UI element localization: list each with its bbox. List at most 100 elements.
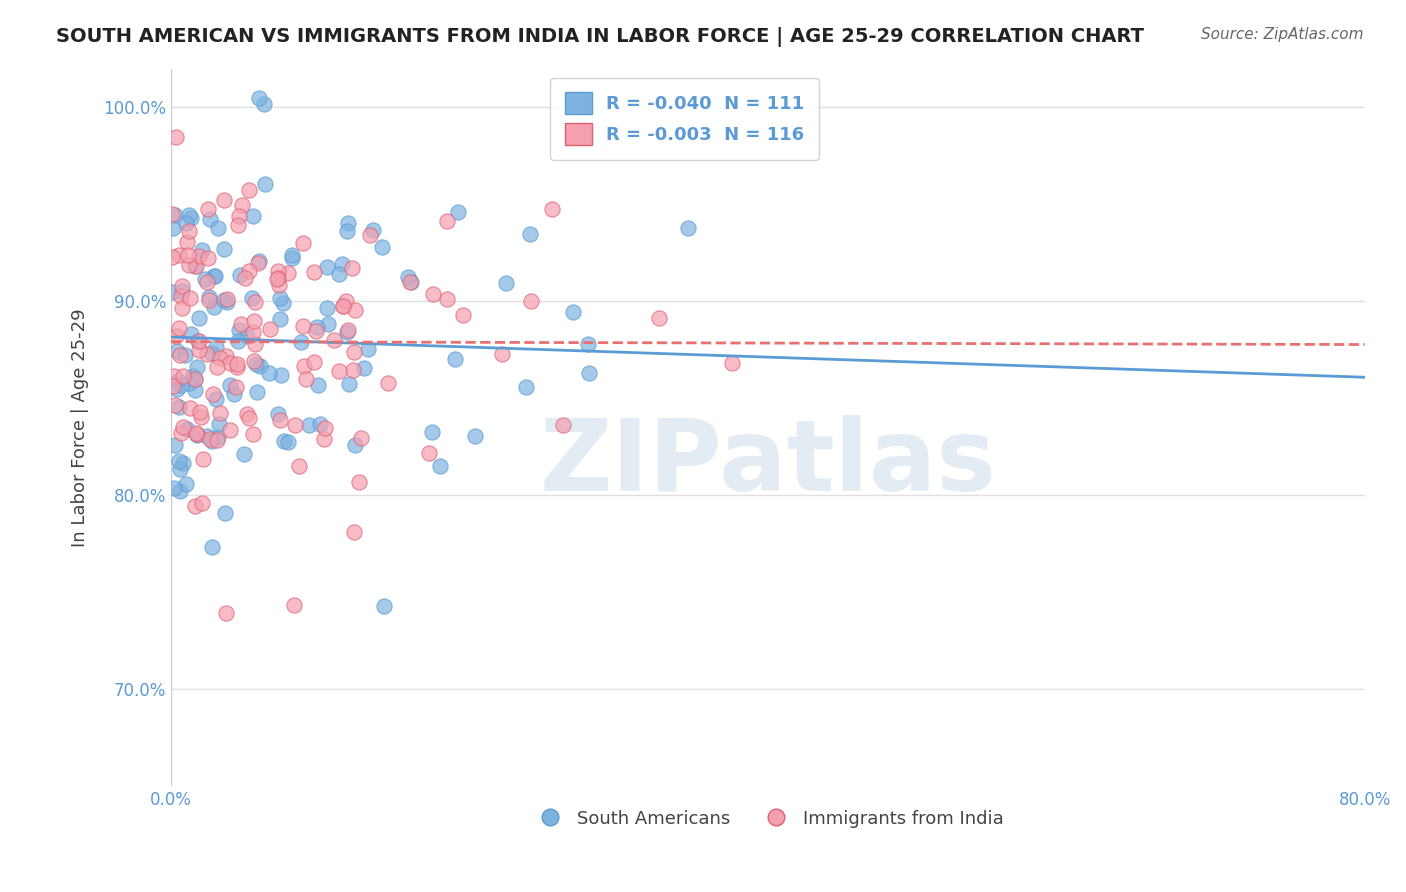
Immigrants from India [347, 475, 370, 489]
South Americans [180, 327, 202, 342]
South Americans [242, 209, 264, 223]
South Americans [578, 367, 600, 381]
Immigrants from India [314, 421, 336, 435]
Immigrants from India [243, 314, 266, 328]
Immigrants from India [188, 405, 211, 419]
South Americans [420, 425, 443, 439]
Immigrants from India [231, 198, 253, 212]
South Americans [315, 260, 337, 274]
South Americans [201, 345, 224, 359]
South Americans [330, 257, 353, 271]
Immigrants from India [169, 321, 191, 335]
South Americans [212, 293, 235, 307]
Immigrants from India [422, 286, 444, 301]
South Americans [184, 372, 207, 386]
Immigrants from India [335, 293, 357, 308]
South Americans [373, 599, 395, 613]
South Americans [202, 300, 225, 314]
South Americans [290, 334, 312, 349]
Immigrants from India [242, 326, 264, 340]
Immigrants from India [328, 364, 350, 378]
Immigrants from India [197, 251, 219, 265]
Immigrants from India [170, 278, 193, 293]
South Americans [201, 540, 224, 554]
South Americans [270, 368, 292, 382]
Immigrants from India [294, 371, 316, 385]
Immigrants from India [184, 425, 207, 440]
Immigrants from India [190, 410, 212, 425]
South Americans [165, 208, 187, 222]
Immigrants from India [491, 347, 513, 361]
Immigrants from India [292, 359, 315, 374]
Immigrants from India [267, 263, 290, 277]
South Americans [316, 317, 339, 331]
Immigrants from India [219, 423, 242, 437]
Immigrants from India [238, 263, 260, 277]
Immigrants from India [266, 272, 288, 286]
South Americans [246, 385, 269, 400]
Immigrants from India [225, 359, 247, 374]
Immigrants from India [292, 318, 315, 333]
Immigrants from India [165, 398, 187, 412]
South Americans [172, 456, 194, 470]
Immigrants from India [191, 496, 214, 510]
Immigrants from India [269, 412, 291, 426]
South Americans [297, 417, 319, 432]
South Americans [214, 506, 236, 520]
Immigrants from India [343, 303, 366, 318]
South Americans [519, 227, 541, 241]
South Americans [180, 211, 202, 226]
South Americans [212, 242, 235, 256]
Immigrants from India [162, 379, 184, 393]
Immigrants from India [377, 376, 399, 390]
Immigrants from India [205, 433, 228, 447]
South Americans [576, 337, 599, 351]
Immigrants from India [172, 301, 194, 315]
South Americans [202, 269, 225, 284]
Text: ZIPatlas: ZIPatlas [540, 415, 997, 512]
Immigrants from India [219, 356, 242, 370]
Legend: South Americans, Immigrants from India: South Americans, Immigrants from India [524, 803, 1011, 835]
Immigrants from India [453, 308, 475, 322]
Immigrants from India [202, 387, 225, 401]
Immigrants from India [188, 249, 211, 263]
South Americans [678, 221, 700, 235]
South Americans [207, 430, 229, 444]
Immigrants from India [283, 598, 305, 612]
Immigrants from India [242, 353, 264, 368]
Immigrants from India [188, 343, 211, 357]
Immigrants from India [284, 417, 307, 432]
South Americans [200, 211, 222, 226]
Immigrants from India [399, 275, 422, 289]
South Americans [162, 285, 184, 299]
Immigrants from India [163, 368, 186, 383]
Immigrants from India [177, 248, 200, 262]
South Americans [218, 378, 240, 392]
South Americans [429, 458, 451, 473]
South Americans [163, 438, 186, 452]
Immigrants from India [195, 275, 218, 289]
Immigrants from India [215, 606, 238, 620]
Immigrants from India [276, 266, 298, 280]
Immigrants from India [212, 194, 235, 208]
South Americans [228, 323, 250, 337]
Immigrants from India [267, 271, 290, 285]
South Americans [174, 477, 197, 491]
Immigrants from India [198, 432, 221, 446]
South Americans [269, 312, 291, 326]
Immigrants from India [229, 317, 252, 331]
Immigrants from India [165, 130, 187, 145]
South Americans [444, 352, 467, 367]
Immigrants from India [302, 355, 325, 369]
Immigrants from India [323, 333, 346, 347]
South Americans [167, 375, 190, 389]
South Americans [495, 277, 517, 291]
South Americans [191, 243, 214, 257]
Immigrants from India [191, 452, 214, 467]
Immigrants from India [233, 270, 256, 285]
Immigrants from India [551, 418, 574, 433]
Immigrants from India [179, 258, 201, 272]
South Americans [249, 359, 271, 374]
South Americans [181, 369, 204, 384]
South Americans [186, 359, 208, 374]
